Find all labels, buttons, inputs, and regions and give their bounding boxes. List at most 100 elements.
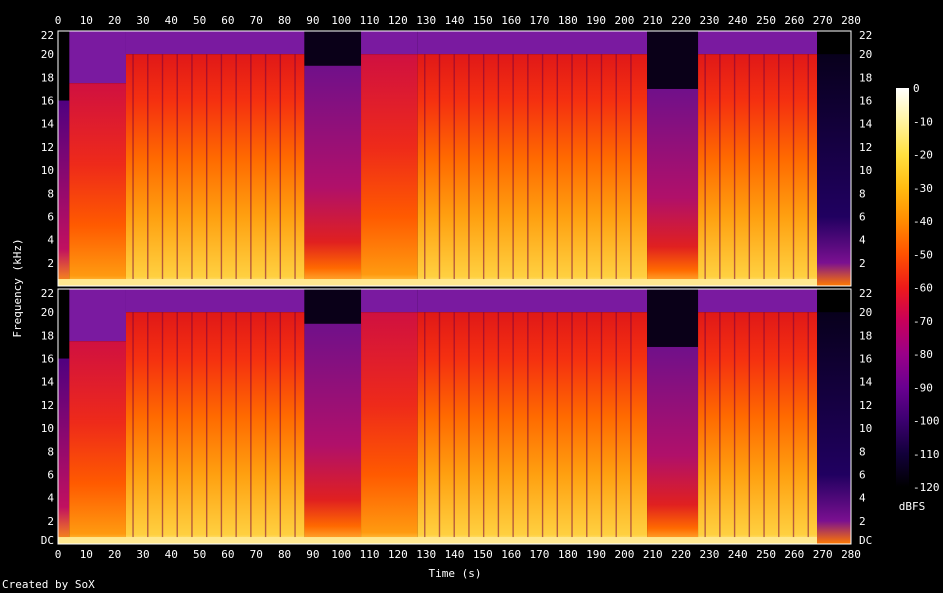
y-tick-label-right: 8 xyxy=(859,187,866,200)
y-tick-label-left: DC xyxy=(41,534,54,547)
segment-top-band xyxy=(698,289,818,313)
y-tick-label-right: 16 xyxy=(859,353,872,366)
x-tick-label-bottom: 100 xyxy=(331,548,351,561)
x-tick-label-bottom: 200 xyxy=(614,548,634,561)
x-tick-label-top: 140 xyxy=(445,14,465,27)
y-tick-label-right: 18 xyxy=(859,71,872,84)
x-tick-label-top: 120 xyxy=(388,14,408,27)
x-tick-label-top: 200 xyxy=(614,14,634,27)
x-tick-label-top: 90 xyxy=(306,14,319,27)
x-tick-label-top: 270 xyxy=(813,14,833,27)
x-tick-label-bottom: 140 xyxy=(445,548,465,561)
x-tick-label-bottom: 190 xyxy=(586,548,606,561)
y-tick-label-left: 18 xyxy=(41,329,54,342)
segment-body xyxy=(361,54,418,286)
y-tick-label-right: 20 xyxy=(859,306,872,319)
y-tick-label-right: DC xyxy=(859,534,872,547)
segment-body xyxy=(361,312,418,544)
plot-frame xyxy=(57,288,852,545)
x-tick-label-bottom: 180 xyxy=(558,548,578,561)
segment-body xyxy=(58,100,70,286)
segment-body xyxy=(647,88,699,286)
colorbar-tick-label: -40 xyxy=(913,215,933,228)
y-tick-label-left: 10 xyxy=(41,164,54,177)
colorbar-tick-label: -80 xyxy=(913,348,933,361)
x-tick-label-top: 60 xyxy=(221,14,234,27)
segment-body xyxy=(304,323,362,544)
segment-body xyxy=(69,341,126,544)
colorbar-tick-label: -110 xyxy=(913,448,940,461)
y-tick-label-right: 14 xyxy=(859,376,873,389)
x-tick-label-top: 230 xyxy=(699,14,719,27)
y-tick-label-left: 16 xyxy=(41,353,54,366)
segment-body xyxy=(417,54,648,286)
y-tick-label-right: 16 xyxy=(859,95,872,108)
x-tick-label-bottom: 0 xyxy=(55,548,62,561)
segment-top-band xyxy=(304,289,362,324)
segment-body xyxy=(817,54,851,286)
y-tick-label-right: 22 xyxy=(859,29,872,42)
y-tick-label-left: 2 xyxy=(47,515,54,528)
segment-body xyxy=(817,312,851,544)
credit-text: Created by SoX xyxy=(2,578,95,591)
x-tick-label-top: 110 xyxy=(360,14,380,27)
y-tick-label-right: 6 xyxy=(859,468,866,481)
y-tick-label-left: 22 xyxy=(41,287,54,300)
segment-top-band xyxy=(698,31,818,55)
y-tick-label-right: 20 xyxy=(859,48,872,61)
colorbar-tick-label: -20 xyxy=(913,149,933,162)
segment-body xyxy=(417,312,648,544)
segment-top-band xyxy=(125,289,305,313)
x-tick-label-bottom: 270 xyxy=(813,548,833,561)
y-tick-label-left: 12 xyxy=(41,141,54,154)
y-tick-label-right: 18 xyxy=(859,329,872,342)
y-tick-label-right: 2 xyxy=(859,515,866,528)
x-tick-label-bottom: 210 xyxy=(643,548,663,561)
colorbar-tick-label: -10 xyxy=(913,115,933,128)
y-tick-label-right: 10 xyxy=(859,164,872,177)
colorbar-tick-label: -100 xyxy=(913,415,940,428)
segment-top-band xyxy=(125,31,305,55)
x-tick-label-bottom: 40 xyxy=(165,548,178,561)
x-axis-label: Time (s) xyxy=(429,567,482,580)
x-tick-label-bottom: 70 xyxy=(250,548,263,561)
colorbar-tick-label: -30 xyxy=(913,182,933,195)
y-tick-label-left: 20 xyxy=(41,306,54,319)
y-tick-label-left: 12 xyxy=(41,399,54,412)
x-tick-label-bottom: 260 xyxy=(784,548,804,561)
x-tick-label-top: 240 xyxy=(728,14,748,27)
y-tick-label-left: 10 xyxy=(41,422,54,435)
x-tick-label-bottom: 150 xyxy=(473,548,493,561)
colorbar-tick-label: -50 xyxy=(913,248,933,261)
y-tick-label-right: 14 xyxy=(859,118,873,131)
x-tick-label-bottom: 250 xyxy=(756,548,776,561)
y-tick-label-left: 22 xyxy=(41,29,54,42)
segment-top-band xyxy=(304,31,362,66)
segment-top-band xyxy=(647,289,699,347)
x-tick-label-top: 220 xyxy=(671,14,691,27)
y-tick-label-right: 6 xyxy=(859,210,866,223)
x-tick-label-top: 260 xyxy=(784,14,804,27)
x-tick-label-top: 0 xyxy=(55,14,62,27)
y-tick-label-right: 4 xyxy=(859,492,866,505)
x-tick-label-top: 100 xyxy=(331,14,351,27)
x-tick-label-top: 190 xyxy=(586,14,606,27)
x-tick-label-top: 70 xyxy=(250,14,263,27)
x-tick-label-bottom: 110 xyxy=(360,548,380,561)
x-tick-label-top: 180 xyxy=(558,14,578,27)
y-tick-label-left: 14 xyxy=(41,376,55,389)
segment-body xyxy=(125,54,305,286)
segment-body xyxy=(647,346,699,544)
y-tick-label-right: 22 xyxy=(859,287,872,300)
x-tick-label-bottom: 220 xyxy=(671,548,691,561)
segment-top-band xyxy=(361,31,418,55)
x-tick-label-top: 280 xyxy=(841,14,861,27)
x-tick-label-top: 10 xyxy=(80,14,93,27)
y-tick-label-right: 8 xyxy=(859,445,866,458)
x-tick-label-bottom: 170 xyxy=(530,548,550,561)
x-tick-label-top: 80 xyxy=(278,14,291,27)
colorbar xyxy=(896,88,909,487)
x-tick-label-bottom: 20 xyxy=(108,548,121,561)
colorbar-label: dBFS xyxy=(899,500,926,513)
